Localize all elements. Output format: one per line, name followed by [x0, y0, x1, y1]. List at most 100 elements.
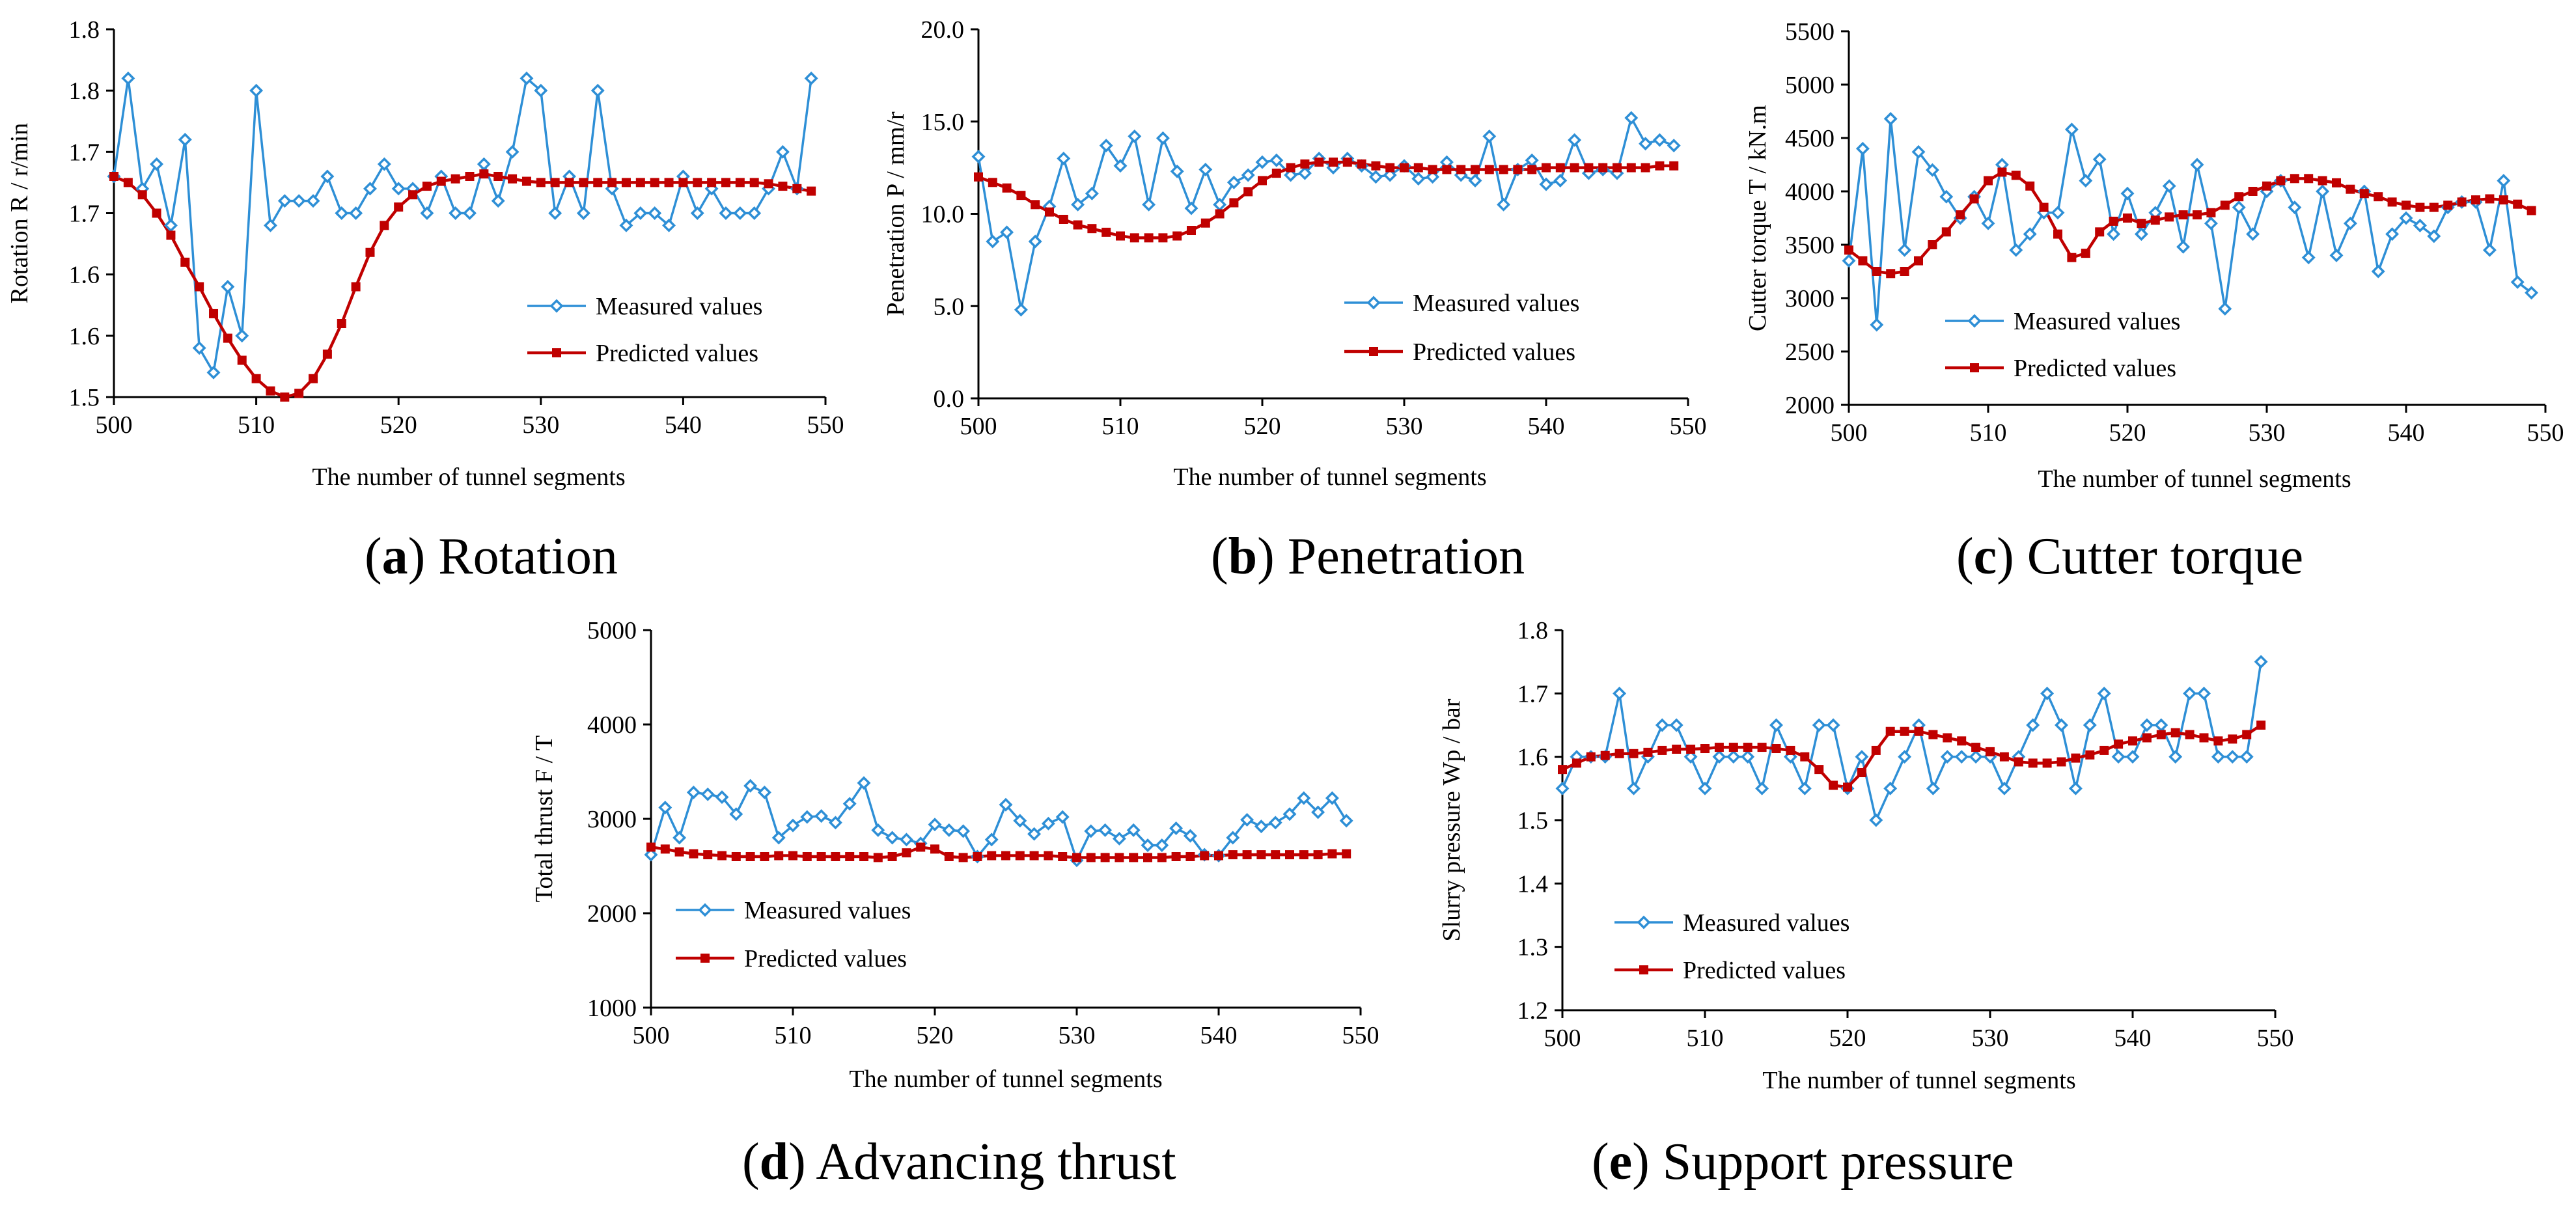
measured-point [420, 206, 434, 220]
predicted-point [1957, 736, 1967, 746]
x-tick-label: 520 [917, 1022, 954, 1049]
measured-point [1627, 781, 1641, 795]
x-tick-label: 540 [665, 411, 702, 439]
predicted-point [1629, 749, 1639, 758]
legend-measured-label: Measured values [744, 897, 911, 924]
x-tick-label: 530 [2249, 419, 2286, 447]
measured-point [1013, 814, 1027, 828]
legend-predicted-label: Predicted values [596, 340, 758, 367]
predicted-series-line [650, 846, 1347, 859]
predicted-point [1829, 780, 1838, 790]
predicted-point [2095, 227, 2105, 237]
predicted-point [223, 333, 232, 343]
measured-point [2427, 229, 2441, 243]
predicted-point [2213, 736, 2223, 746]
measured-point [729, 807, 743, 821]
legend-measured-marker [1967, 314, 1982, 328]
predicted-point [166, 230, 176, 240]
predicted-point [450, 174, 460, 184]
predicted-point [1413, 163, 1423, 172]
measured-point [1269, 153, 1284, 167]
y-tick-label: 1.5 [69, 384, 100, 411]
measured-point [1113, 159, 1128, 173]
measured-point [619, 218, 633, 232]
predicted-point [845, 852, 855, 861]
caption-letter: e [1609, 1133, 1633, 1191]
x-tick-label: 550 [807, 411, 844, 439]
predicted-point [1786, 745, 1795, 755]
predicted-point [1200, 851, 1210, 861]
caption-text: Penetration [1287, 528, 1525, 585]
x-axis-label: The number of tunnel segments [849, 1066, 1162, 1093]
measured-point [1726, 750, 1741, 764]
measured-point [2140, 718, 2154, 732]
measured-point [235, 329, 249, 343]
measured-point [942, 823, 956, 837]
predicted-point [280, 393, 290, 402]
y-tick-label: 4000 [1785, 178, 1835, 206]
caption-b: (b) Penetration [1211, 528, 1525, 585]
measured-point [1198, 162, 1213, 176]
predicted-point [816, 852, 826, 861]
measured-point [2190, 158, 2204, 172]
measured-series-line [1561, 661, 2262, 824]
measured-point [2134, 227, 2148, 241]
predicted-point [1800, 752, 1810, 762]
predicted-point [916, 842, 926, 852]
y-tick-label: 1.6 [1517, 744, 1549, 771]
predicted-series-line [1848, 171, 2532, 275]
caption-letter: c [1973, 528, 1997, 585]
measured-point [828, 816, 842, 830]
predicted-point [1584, 163, 1594, 172]
measured-point [1898, 750, 1912, 764]
x-tick-label: 530 [1972, 1025, 2009, 1052]
predicted-point [195, 282, 204, 292]
predicted-point [1814, 765, 1824, 775]
predicted-point [1087, 224, 1097, 234]
predicted-point [2071, 753, 2081, 763]
predicted-point [646, 842, 656, 852]
predicted-point [1200, 218, 1210, 228]
measured-point [1254, 819, 1268, 834]
predicted-point [1371, 161, 1381, 171]
predicted-point [2085, 750, 2095, 760]
predicted-point [664, 178, 674, 187]
predicted-point [988, 178, 997, 187]
predicted-point [1999, 752, 2009, 762]
measured-point [633, 206, 648, 220]
x-tick-label: 520 [1244, 413, 1281, 440]
predicted-point [109, 172, 118, 181]
predicted-point [152, 208, 161, 218]
measured-point [377, 157, 391, 171]
predicted-point [394, 202, 404, 212]
measured-point [1925, 163, 1939, 177]
predicted-point [745, 852, 755, 861]
predicted-point [749, 178, 759, 187]
x-tick-label: 540 [2388, 419, 2425, 447]
measured-point [1112, 831, 1126, 846]
caption-text: Rotation [438, 528, 618, 585]
predicted-point [1044, 851, 1053, 861]
y-tick-label: 5000 [587, 617, 637, 644]
measured-point [2055, 718, 2068, 732]
measured-point [1297, 791, 1311, 805]
predicted-point [1928, 240, 1937, 249]
legend-measured-label: Measured values [1413, 290, 1579, 317]
predicted-point [1572, 758, 1581, 768]
x-tick-label: 510 [238, 411, 275, 439]
measured-series-line [650, 780, 1348, 864]
predicted-point [137, 190, 147, 200]
measured-point [775, 145, 790, 159]
predicted-point [1158, 233, 1168, 243]
measured-point [2168, 750, 2183, 764]
y-tick-label: 1.2 [1517, 997, 1549, 1025]
predicted-point [1171, 852, 1181, 861]
y-axis-label: Rotation R / r/min [6, 123, 33, 304]
x-axis-label: The number of tunnel segments [1762, 1067, 2075, 1094]
measured-point [2371, 264, 2385, 279]
predicted-point [974, 172, 983, 182]
measured-point [999, 797, 1013, 812]
measured-point [2218, 301, 2232, 316]
predicted-point [1626, 163, 1636, 172]
measured-point [1126, 823, 1141, 837]
